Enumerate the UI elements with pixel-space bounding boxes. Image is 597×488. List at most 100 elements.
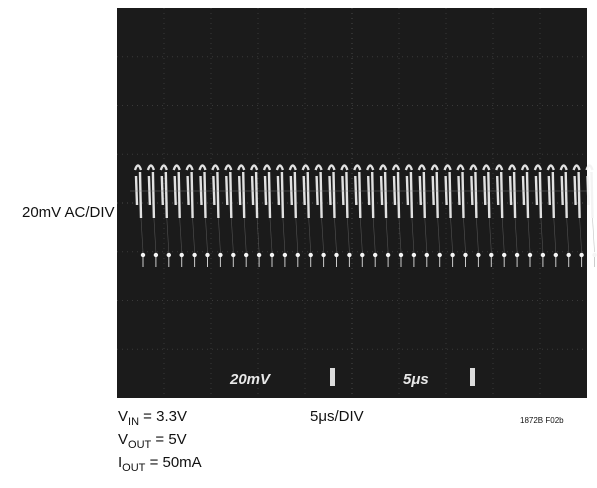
trace-dot [489,252,494,258]
trace-dot [244,252,249,258]
trace-dot [282,252,288,258]
trace-pulse [559,164,568,219]
condition-symbol: V [118,408,128,425]
trace-fade [295,217,299,253]
trace-dot [269,252,275,258]
trace-pulse [237,164,246,219]
trace-fade [411,217,415,253]
trace-dot [347,252,352,258]
trace-pulse [146,164,156,219]
trace-fade [153,217,157,253]
trace-pulse [378,164,388,219]
trace-fade [347,217,350,253]
trace-pulse [275,164,285,219]
y-axis-label: 20mV AC/DIV [22,204,115,221]
trace-fade [243,217,247,253]
trace-dot [502,252,507,258]
trace-dot [527,252,533,258]
trace-pulse [520,164,530,219]
trace-fade [514,217,518,253]
trace-pulse [340,164,349,219]
trace-dot [592,252,597,258]
trace-pulse [482,164,491,219]
trace-fade [579,217,582,253]
condition-subscript: OUT [128,439,152,451]
trace-fade [437,217,440,253]
trace-pulse [211,164,220,219]
trace-dot [179,252,184,258]
trace-fade [282,217,286,253]
trace-fade [463,217,466,253]
condition-symbol: V [118,431,128,448]
condition-value: = 50mA [145,454,201,471]
trace-fade [166,217,170,253]
trace-dot [463,252,468,258]
trace-fade [360,217,363,253]
trace-dot [166,252,171,258]
trace-pulse [133,164,143,219]
trace-fade [256,217,260,253]
condition-subscript: IN [128,416,139,428]
trace-pulse [288,164,297,219]
trace-fade [527,217,531,253]
trace-fade [489,217,492,253]
trace-pulse [327,164,336,219]
trace-dot [153,252,159,258]
trace-pulse [443,164,452,219]
trace-pulse [185,164,194,219]
trace-dot [540,252,546,258]
trace-pulse [404,164,414,219]
trace-dot [566,252,571,258]
trace-dot [476,252,481,258]
coupling-icon [470,368,475,386]
trace-dot [218,252,223,258]
trace-dot [334,252,339,258]
trace-dot [373,252,378,258]
condition-symbol: I [118,454,122,471]
trace-pulse [314,164,323,219]
trace-fade [450,217,453,253]
trace-fade [140,217,144,253]
trace-fade [553,217,557,253]
trace-fade [308,217,311,253]
trace-pulse [469,164,478,219]
figure-id: 1872B F02b [520,416,564,425]
trace-fade [372,217,376,253]
trace-dot [308,252,313,258]
trace-pulse [572,164,581,219]
trace-pulse [417,164,426,219]
trigger-icon [330,368,335,386]
trace-fade [179,217,182,253]
trace-dot [385,252,391,258]
trace-fade [205,217,208,253]
trace-dot [205,252,210,258]
trace-fade [269,217,273,253]
trace-dot [450,252,455,258]
trace-dot [295,252,300,258]
trace-fade [476,217,479,253]
graticule [117,8,587,398]
trace-pulse [546,164,555,219]
condition-subscript: OUT [122,462,146,474]
trace-dot [579,252,584,258]
waveform [130,164,597,267]
trace-dot [192,252,197,258]
condition-value: = 5V [151,431,186,448]
trace-pulse [507,164,517,219]
trace-pulse [301,164,310,219]
condition: IOUT = 50mA [118,454,202,474]
trace-pulse [430,164,439,219]
trace-fade [540,217,544,253]
trace-dot [553,252,558,258]
trace-pulse [353,164,362,219]
trace-fade [566,217,569,253]
trace-pulse [456,164,465,219]
trace-pulse [172,164,181,219]
trace-pulse [391,164,401,219]
trace-fade [385,217,389,253]
screen-readout: 20mV [229,371,272,388]
trace-fade [592,217,595,253]
trace-dot [411,252,417,258]
trace-fade [334,217,337,253]
